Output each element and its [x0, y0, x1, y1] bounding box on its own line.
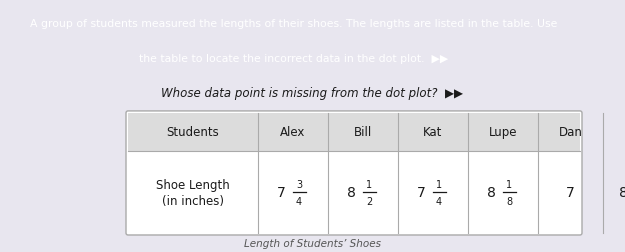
Text: Students: Students [167, 126, 219, 139]
Text: 1: 1 [366, 179, 372, 189]
Text: 8: 8 [506, 196, 512, 206]
Text: the table to locate the incorrect data in the dot plot.  ▶▶: the table to locate the incorrect data i… [139, 54, 448, 64]
FancyBboxPatch shape [126, 111, 582, 235]
Text: 7: 7 [417, 185, 426, 199]
Text: 4: 4 [436, 196, 442, 206]
Text: 1: 1 [506, 179, 512, 189]
Text: 1: 1 [436, 179, 442, 189]
Text: 7: 7 [277, 185, 286, 199]
Text: 2: 2 [366, 196, 372, 206]
Text: 8: 8 [487, 185, 496, 199]
Text: 7: 7 [566, 185, 575, 199]
Text: Kat: Kat [423, 126, 442, 139]
Bar [128, 113, 580, 151]
Text: Lupe: Lupe [489, 126, 518, 139]
Text: Alex: Alex [280, 126, 306, 139]
Text: 8: 8 [346, 185, 356, 199]
Text: Shoe Length: Shoe Length [156, 179, 230, 192]
Text: Bill: Bill [354, 126, 372, 139]
Text: Ben: Ben [624, 126, 625, 139]
Text: 4: 4 [296, 196, 302, 206]
Text: Whose data point is missing from the dot plot?  ▶▶: Whose data point is missing from the dot… [161, 87, 463, 100]
Text: (in inches): (in inches) [162, 195, 224, 208]
Text: Length of Students’ Shoes: Length of Students’ Shoes [244, 238, 381, 248]
Text: 3: 3 [296, 179, 302, 189]
Text: 8: 8 [619, 185, 625, 199]
Text: Dan: Dan [559, 126, 582, 139]
Text: A group of students measured the lengths of their shoes. The lengths are listed : A group of students measured the lengths… [30, 19, 558, 29]
